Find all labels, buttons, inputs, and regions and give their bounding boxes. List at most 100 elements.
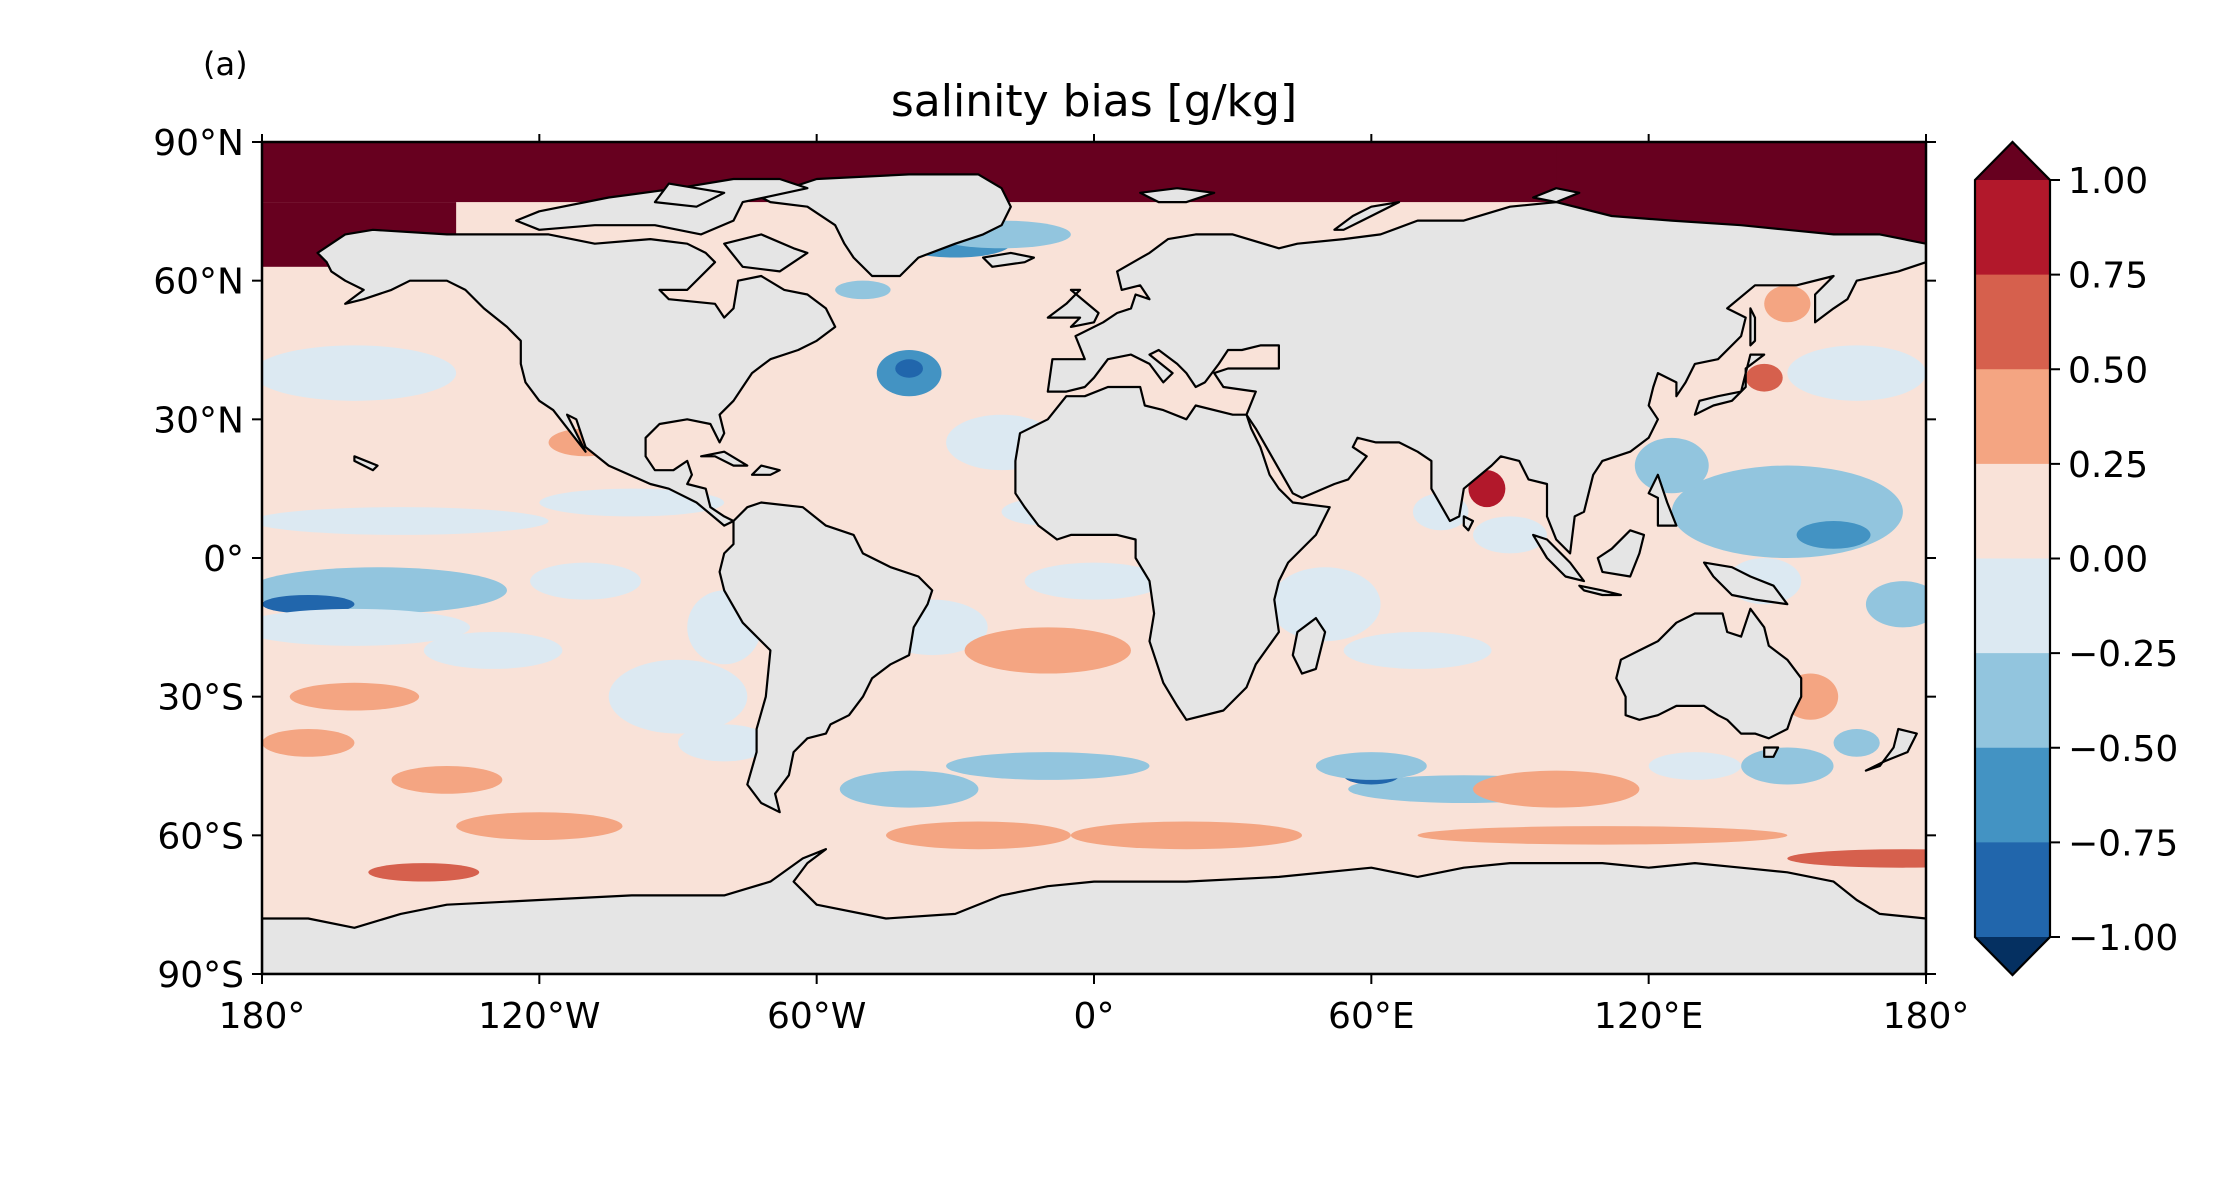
colorbar-extend-under bbox=[1975, 937, 2050, 975]
colorbar-tick-label: 0.00 bbox=[2068, 540, 2148, 581]
landmass bbox=[723, 233, 809, 273]
bias-patch bbox=[1417, 826, 1788, 845]
y-tick-label: 60°N bbox=[153, 262, 244, 303]
landmass bbox=[1139, 187, 1216, 204]
x-axis: 180° 120°W 60°W 0° 60°E 120°E 180° bbox=[219, 134, 1970, 1037]
bias-patch bbox=[1634, 437, 1709, 494]
x-tick-label: 180° bbox=[219, 996, 306, 1037]
bias-patch bbox=[539, 488, 725, 517]
colorbar-tick-label: −1.00 bbox=[2068, 918, 2178, 959]
bias-patch bbox=[1671, 465, 1903, 558]
bias-patch bbox=[1315, 752, 1427, 780]
bias-patch bbox=[1473, 516, 1547, 554]
landmass bbox=[718, 501, 934, 814]
bias-patch bbox=[368, 863, 480, 882]
landmass bbox=[1333, 201, 1401, 231]
bias-patch bbox=[946, 752, 1150, 780]
y-tick-label: 30°S bbox=[157, 678, 244, 719]
landmass bbox=[1693, 353, 1766, 416]
y-tick-label: 60°S bbox=[157, 816, 244, 857]
colorbar: 1.00 0.75 0.50 0.25 0.00 −0.25 −0.50 −0.75 −1.00 bbox=[1973, 140, 2178, 977]
colorbar-tick-label: 0.50 bbox=[2068, 350, 2148, 391]
landmass bbox=[316, 228, 837, 527]
landmass bbox=[353, 455, 379, 472]
bias-patch bbox=[423, 631, 563, 669]
colorbar-swatch bbox=[1975, 653, 2050, 749]
bias-patch bbox=[530, 562, 642, 600]
bias-patch bbox=[391, 766, 503, 794]
bias-patch bbox=[1269, 567, 1381, 642]
colorbar-tick-label: 1.00 bbox=[2068, 161, 2148, 202]
bias-patch bbox=[1764, 285, 1811, 323]
y-tick-label: 0° bbox=[203, 539, 244, 580]
landmass bbox=[262, 848, 1926, 974]
y-tick-label: 90°S bbox=[157, 955, 244, 996]
landmass bbox=[699, 450, 749, 467]
landmass bbox=[1615, 607, 1803, 740]
bias-patch bbox=[1024, 562, 1164, 600]
landmass bbox=[1749, 307, 1757, 347]
landmass bbox=[1647, 473, 1678, 527]
landmass bbox=[1596, 529, 1646, 578]
colorbar-swatch bbox=[1975, 369, 2050, 465]
x-tick-label: 180° bbox=[1883, 996, 1970, 1037]
bias-patch bbox=[835, 280, 891, 300]
bias-patch bbox=[1070, 821, 1302, 850]
bias-patch bbox=[289, 682, 420, 711]
bias-patch bbox=[1796, 521, 1871, 549]
colorbar-tick-label: 0.75 bbox=[2068, 256, 2148, 297]
bias-patch bbox=[262, 608, 470, 646]
x-tick-label: 60°W bbox=[767, 996, 866, 1037]
bias-patch bbox=[262, 594, 355, 614]
bias-patch bbox=[1648, 752, 1742, 780]
colorbar-tick-label: 0.25 bbox=[2068, 445, 2148, 486]
y-tick-label: 30°N bbox=[153, 400, 244, 441]
colorbar-swatch bbox=[1975, 463, 2050, 560]
landmass bbox=[981, 251, 1036, 268]
map-area bbox=[262, 142, 1926, 974]
landmass bbox=[1578, 584, 1623, 597]
landmass bbox=[1531, 533, 1586, 583]
colorbar-tick-label: −0.75 bbox=[2068, 823, 2178, 864]
x-tick-label: 0° bbox=[1074, 996, 1115, 1037]
bias-patch bbox=[1741, 747, 1834, 785]
colorbar-swatch bbox=[1975, 180, 2050, 276]
bias-patch bbox=[1865, 581, 1926, 628]
bias-patch bbox=[1833, 729, 1880, 757]
y-tick-label: 90°N bbox=[153, 123, 244, 164]
bias-patch bbox=[1343, 631, 1492, 669]
colorbar-swatch bbox=[1975, 747, 2050, 843]
colorbar-tick-label: −0.50 bbox=[2068, 729, 2178, 770]
bias-patch bbox=[895, 359, 923, 378]
land-masses bbox=[262, 173, 1926, 974]
landmass bbox=[1531, 187, 1581, 204]
bias-patch bbox=[1468, 470, 1506, 508]
bias-patch bbox=[262, 345, 457, 401]
bias-patch bbox=[262, 729, 355, 757]
bias-patch bbox=[608, 659, 748, 734]
landmass bbox=[653, 182, 726, 208]
colorbar-tick-label: −0.25 bbox=[2068, 634, 2178, 675]
bias-patch bbox=[839, 770, 979, 808]
bias-patch bbox=[456, 812, 623, 840]
bias-patch bbox=[964, 627, 1131, 674]
colorbar-extend-over bbox=[1975, 142, 2050, 180]
colorbar-swatch bbox=[1975, 558, 2050, 654]
bias-patch bbox=[1745, 363, 1783, 392]
x-tick-label: 120°E bbox=[1594, 996, 1703, 1037]
bias-patch bbox=[678, 724, 771, 762]
colorbar-swatch bbox=[1975, 842, 2050, 938]
landmass bbox=[1014, 385, 1331, 721]
landmass bbox=[1702, 561, 1789, 606]
landmass bbox=[1046, 201, 1926, 555]
landmass bbox=[1291, 616, 1327, 675]
landmass bbox=[1462, 515, 1475, 532]
colorbar-swatch bbox=[1975, 274, 2050, 370]
bias-patch bbox=[262, 507, 549, 535]
landmass bbox=[1763, 746, 1780, 758]
bias-patch bbox=[886, 821, 1071, 850]
bias-patch bbox=[1787, 345, 1926, 401]
map-title: salinity bias [g/kg] bbox=[891, 76, 1297, 127]
bias-patch bbox=[1473, 770, 1640, 808]
